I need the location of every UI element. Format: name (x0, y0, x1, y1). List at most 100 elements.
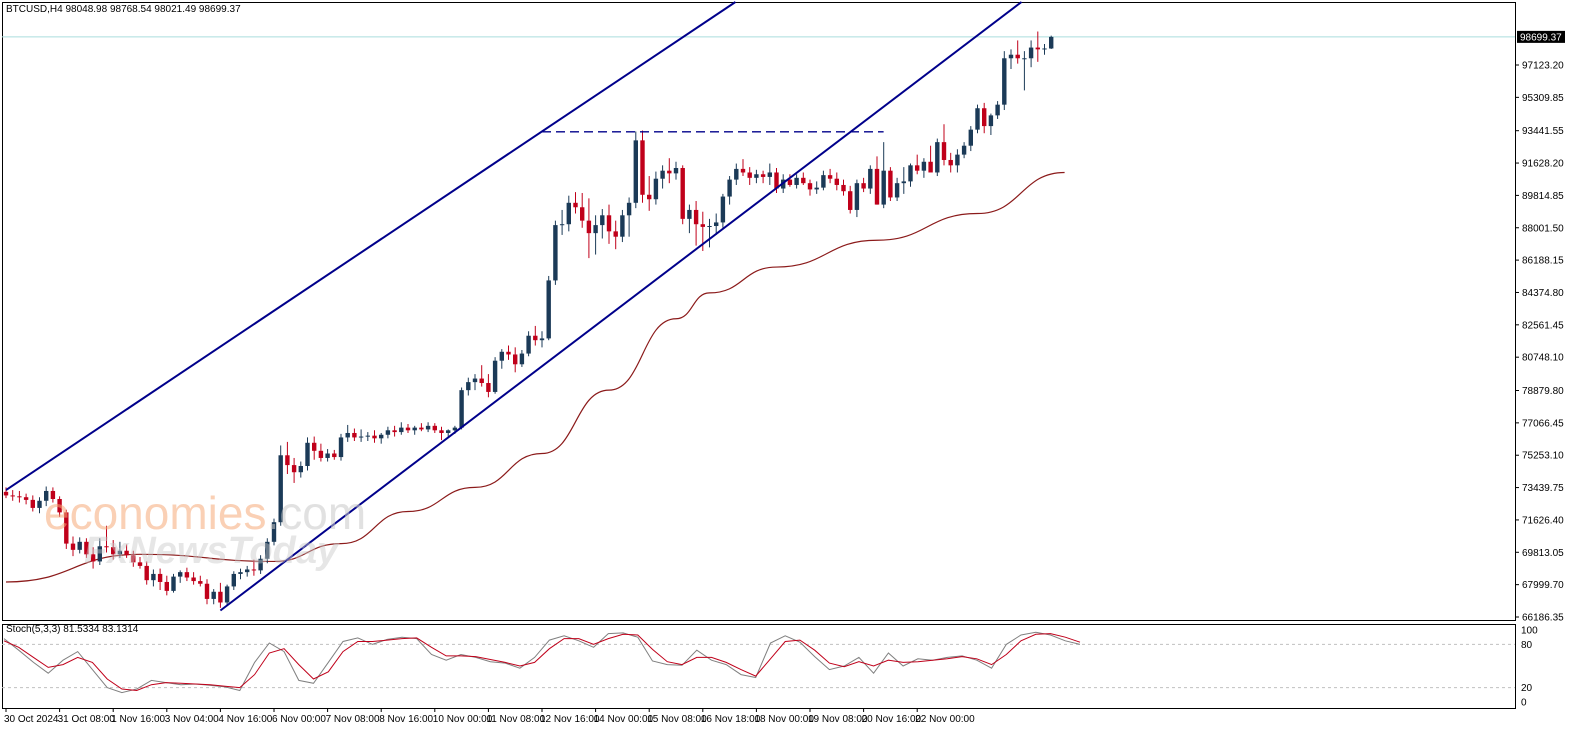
bull-candle (707, 225, 712, 227)
bear-candle (807, 183, 813, 190)
stoch-tick-label: 80 (1521, 640, 1533, 651)
y-tick-label: 95309.85 (1522, 93, 1564, 104)
bear-candle (131, 555, 136, 563)
candlestick-series (3, 31, 1054, 608)
bull-candle (854, 183, 860, 210)
bull-candle (305, 442, 310, 466)
bull-candle (44, 490, 49, 501)
bear-candle (198, 581, 203, 584)
bear-candle (191, 577, 196, 582)
bull-candle (1028, 47, 1034, 59)
bear-candle (982, 108, 987, 127)
bear-candle (774, 172, 779, 189)
bear-candle (137, 562, 143, 566)
bull-candle (499, 351, 504, 361)
bear-candle (760, 174, 766, 177)
y-tick-label: 97123.20 (1522, 61, 1564, 72)
bull-candle (224, 586, 230, 603)
bear-candle (312, 442, 317, 451)
bear-candle (834, 178, 839, 185)
bear-candle (291, 465, 297, 473)
bull-candle (1008, 54, 1014, 59)
bear-candle (432, 425, 437, 431)
bear-candle (586, 220, 592, 234)
bear-candle (787, 179, 793, 185)
bear-candle (513, 354, 518, 365)
y-tick-label: 77066.45 (1522, 418, 1564, 429)
channel-lower-line (219, 1, 1023, 612)
bull-candle (178, 572, 183, 577)
bear-candle (204, 583, 210, 599)
watermark-fxnewstoday: FxNewsToday (84, 530, 339, 572)
bear-candle (439, 430, 444, 433)
bull-candle (955, 154, 960, 166)
bull-candle (754, 174, 759, 178)
bull-candle (814, 187, 819, 190)
stoch-panel-border (2, 624, 1516, 709)
x-tick-label: 1 Nov 16:00 (111, 714, 165, 725)
y-tick-label: 84374.80 (1522, 288, 1564, 299)
bull-candle (961, 145, 967, 155)
bear-candle (861, 183, 866, 189)
bull-candle (379, 434, 384, 439)
x-tick-label: 12 Nov 16:00 (540, 714, 600, 725)
y-tick-label: 91628.20 (1522, 159, 1564, 170)
moving-average-path (5, 171, 1065, 583)
bull-candle (767, 172, 772, 177)
bull-candle (265, 541, 270, 559)
bull-candle (452, 427, 458, 431)
bull-candle (399, 427, 404, 433)
bear-candle (251, 569, 257, 571)
bull-candle (258, 558, 263, 571)
bull-candle (539, 338, 545, 341)
bull-candle (97, 546, 102, 562)
bull-candle (271, 522, 277, 542)
bull-candle (620, 215, 625, 237)
bull-candle (298, 465, 303, 473)
channel-upper-line (5, 1, 736, 491)
stochastic-title: Stoch(5,3,3) 81.5334 83.1314 (6, 624, 139, 635)
bear-candle (3, 491, 9, 496)
bear-candle (90, 554, 96, 562)
bull-candle (231, 573, 236, 587)
y-tick-label: 78879.80 (1522, 386, 1564, 397)
bear-candle (573, 202, 578, 208)
y-tick-label: 93441.55 (1522, 126, 1564, 137)
bull-candle (553, 225, 558, 281)
price-panel-border (2, 2, 1516, 621)
x-tick-label: 20 Nov 16:00 (862, 714, 922, 725)
bull-candle (881, 170, 886, 205)
bear-candle (841, 184, 846, 192)
bull-candle (901, 181, 906, 184)
bear-candle (30, 499, 35, 508)
bull-candle (968, 129, 973, 146)
bear-candle (50, 490, 56, 499)
chart-frame (2, 2, 1516, 709)
bear-candle (580, 207, 585, 221)
bear-candle (680, 168, 685, 219)
bear-candle (70, 543, 76, 550)
bear-candle (332, 453, 337, 458)
bull-candle (519, 353, 525, 365)
y-tick-label: 71626.40 (1522, 515, 1564, 526)
bull-candle (459, 390, 464, 428)
bear-candle (144, 565, 149, 581)
bull-candle (988, 115, 994, 127)
bull-candle (37, 500, 42, 508)
bull-candle (385, 430, 391, 435)
y-tick-label: 89814.85 (1522, 191, 1564, 202)
bear-candle (640, 140, 645, 195)
bull-candle (526, 335, 531, 354)
bear-candle (915, 165, 920, 171)
bull-candle (935, 142, 940, 173)
stochastic-panel: 100 80 20 0 (2, 626, 1538, 709)
bear-candle (693, 209, 699, 225)
bull-candle (868, 168, 873, 189)
bull-candle (117, 550, 123, 555)
bear-candle (700, 224, 705, 227)
bear-candle (392, 430, 397, 433)
bear-candle (1015, 54, 1020, 59)
bear-candle (613, 231, 618, 237)
bear-candle (84, 541, 89, 555)
